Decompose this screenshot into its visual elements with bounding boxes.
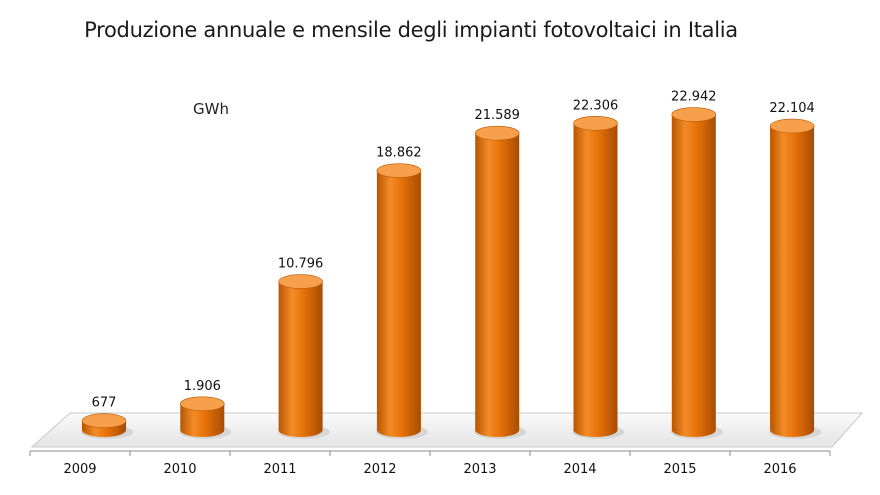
bar-top: [474, 125, 520, 141]
bar-body: [278, 281, 323, 437]
bar-top: [278, 274, 323, 289]
bar-2010: [179, 396, 232, 439]
x-tick-label: 2013: [463, 462, 496, 477]
x-tick-label: 2014: [563, 462, 596, 477]
data-label: 18.862: [376, 146, 422, 161]
bar-2014: [572, 115, 625, 439]
bar-2012: [375, 163, 428, 439]
bar-top: [573, 115, 618, 131]
bars: [81, 107, 822, 439]
bar-body: [573, 123, 618, 437]
bar-2016: [769, 118, 822, 439]
x-tick-label: 2015: [663, 462, 696, 477]
x-tick-label: 2009: [63, 462, 96, 477]
data-label: 22.104: [769, 101, 815, 116]
bar-top: [376, 163, 422, 178]
unit-label: GWh: [193, 100, 229, 118]
bar-body: [376, 170, 421, 437]
bar-2013: [474, 125, 527, 439]
x-ticks: 2009 2010 2011 2012 2013 2014 2015 2016: [29, 451, 831, 477]
bar-body: [671, 114, 716, 438]
x-tick-label: 2012: [363, 462, 396, 477]
bar-2011: [277, 274, 330, 439]
bar-top: [769, 118, 815, 134]
bar-2009: [81, 413, 133, 439]
data-label: 677: [92, 396, 117, 411]
data-label: 10.796: [278, 257, 324, 272]
bar-body: [180, 403, 225, 437]
data-label: 22.306: [573, 98, 619, 113]
bar-top: [671, 107, 717, 122]
bar-body: [770, 126, 815, 437]
bar-top: [180, 396, 225, 412]
bar-2015: [670, 107, 723, 439]
data-labels: 677 1.906 10.796 18.862 21.589 22.306 22.942 22…: [92, 90, 815, 411]
data-label: 22.942: [671, 90, 717, 105]
data-label: 21.589: [474, 108, 520, 123]
bar-body: [475, 133, 520, 437]
chart-floor: [30, 412, 864, 448]
x-tick-label: 2016: [763, 462, 796, 477]
bar-top: [81, 413, 127, 428]
x-tick-label: 2011: [263, 462, 296, 477]
chart-title: Produzione annuale e mensile degli impia…: [84, 18, 738, 42]
data-label: 1.906: [184, 379, 221, 394]
x-tick-label: 2010: [163, 462, 196, 477]
